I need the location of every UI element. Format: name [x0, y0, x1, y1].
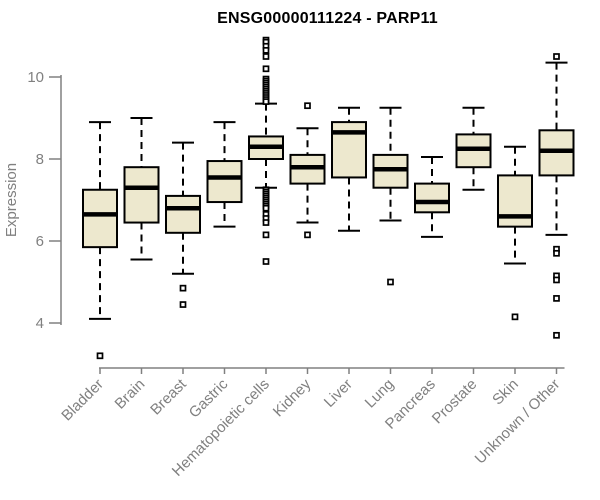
outlier-point [262, 46, 270, 54]
outlier-point [304, 102, 311, 110]
x-category-label: Skin [489, 376, 522, 409]
iqr-box [165, 194, 201, 234]
boxplot-gastric [206, 121, 243, 228]
outlier-point [553, 331, 560, 339]
iqr-box [414, 182, 450, 214]
x-category-label: Prostate [429, 376, 481, 428]
boxplot-breast [165, 141, 201, 308]
outlier-point [262, 231, 270, 239]
x-category-label: Kidney [270, 375, 315, 420]
iqr-box [123, 166, 160, 224]
x-category-label: Breast [147, 375, 190, 418]
boxplot-bladder [82, 121, 118, 360]
boxplot-brain [123, 117, 160, 261]
outlier-point [553, 53, 560, 60]
boxplot-kidney [289, 102, 326, 239]
outlier-point [511, 313, 519, 321]
outlier-point [304, 231, 311, 239]
outlier-point [262, 219, 270, 226]
chart-title: ENSG00000111224 - PARP11 [217, 10, 438, 27]
y-tick-label: 10 [27, 69, 44, 86]
y-axis-label: Expression [3, 163, 20, 237]
outlier-point [262, 53, 270, 60]
boxplot-pancreas [414, 155, 450, 238]
y-tick-label: 8 [36, 151, 44, 168]
iqr-box [206, 160, 243, 204]
y-tick-label: 6 [36, 233, 44, 250]
iqr-box [497, 174, 533, 228]
boxplot-liver [331, 106, 367, 232]
x-category-label: Bladder [58, 376, 107, 425]
outlier-point [387, 278, 394, 286]
outlier-point [179, 284, 187, 292]
outlier-point [262, 98, 270, 105]
iqr-box [82, 188, 118, 249]
x-category-label: Lung [362, 376, 398, 412]
boxplot-unknown-other [538, 53, 575, 339]
outlier-point [96, 352, 104, 360]
outlier-point [553, 295, 560, 302]
outlier-point [262, 204, 270, 212]
outlier-point [553, 249, 560, 257]
boxes-layer [82, 36, 575, 360]
outlier-point [179, 301, 187, 308]
outlier-point [262, 258, 270, 265]
boxplot-lung [372, 106, 409, 286]
x-category-label: Liver [321, 376, 356, 411]
outlier-point [262, 65, 270, 73]
outlier-point [553, 276, 560, 284]
x-category-label: Brain [112, 376, 149, 413]
boxplot-prostate [455, 106, 492, 191]
boxplot-skin [497, 145, 533, 321]
y-tick-label: 4 [36, 315, 44, 332]
boxplot-hematopoietic-cells [248, 36, 284, 265]
axes: 4 6 8 10 [27, 69, 565, 374]
